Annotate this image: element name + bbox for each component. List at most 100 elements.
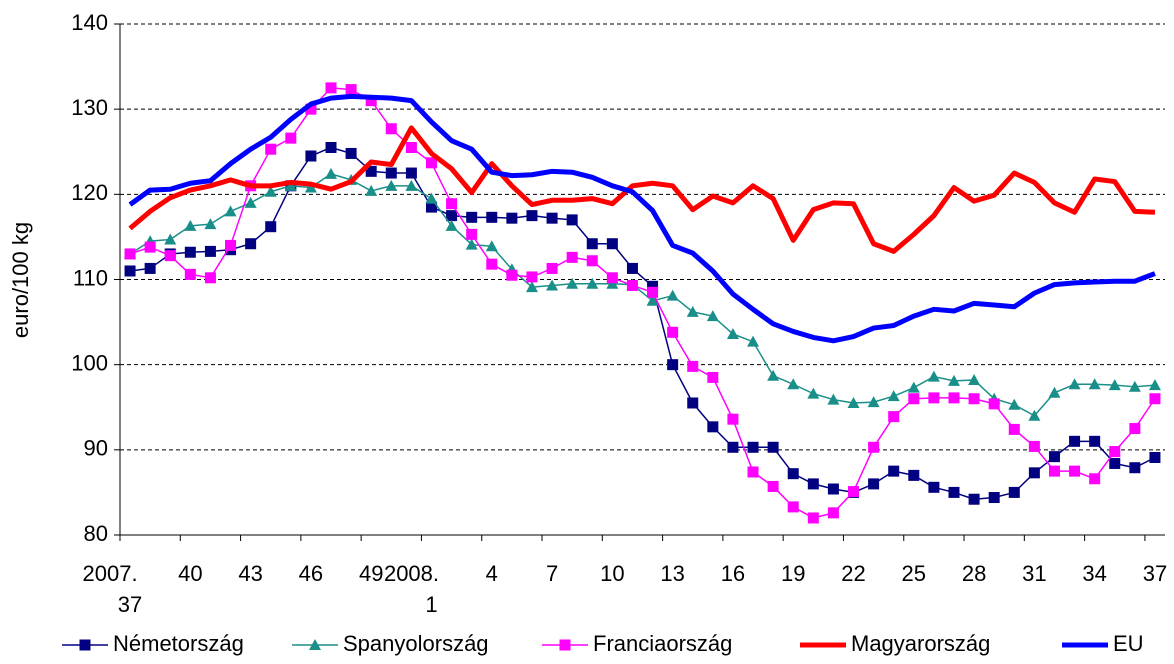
x-tick-label: 22: [841, 561, 865, 586]
marker: [486, 258, 498, 270]
marker: [245, 238, 257, 250]
marker: [747, 466, 759, 478]
legend-label: Németország: [113, 631, 244, 656]
marker: [1048, 465, 1060, 477]
marker: [566, 277, 579, 289]
series-line: [128, 93, 1156, 344]
marker: [204, 272, 216, 284]
marker: [646, 294, 659, 306]
series-line: [128, 125, 1156, 254]
marker: [868, 441, 880, 453]
marker: [868, 478, 880, 490]
marker: [1149, 393, 1161, 405]
marker: [144, 262, 156, 274]
marker: [1129, 462, 1141, 474]
marker: [325, 167, 338, 179]
marker: [1129, 423, 1141, 435]
legend-marker: [309, 639, 321, 650]
x-tick-label: 37: [1143, 561, 1167, 586]
marker: [908, 469, 920, 481]
marker: [1148, 379, 1161, 391]
marker: [908, 393, 920, 405]
marker: [425, 157, 437, 169]
x-tick-label: 4: [486, 561, 498, 586]
marker: [928, 481, 940, 493]
marker: [687, 397, 699, 409]
marker: [947, 374, 960, 386]
y-tick-label: 120: [71, 180, 108, 205]
x-tick-label: 31: [1022, 561, 1046, 586]
marker: [385, 167, 397, 179]
marker: [446, 198, 458, 210]
marker: [727, 441, 739, 453]
marker: [546, 279, 559, 291]
x-tick-label: 10: [600, 561, 624, 586]
series-line: [129, 87, 1156, 519]
marker: [707, 371, 719, 383]
marker: [204, 218, 217, 230]
x-tick-label: 40: [178, 561, 202, 586]
marker: [1149, 451, 1161, 463]
marker: [968, 493, 980, 505]
marker: [606, 238, 618, 250]
legend-marker: [559, 639, 571, 651]
marker: [888, 465, 900, 477]
marker: [667, 359, 679, 371]
marker: [586, 238, 598, 250]
marker: [968, 393, 980, 405]
marker: [526, 271, 538, 283]
legend-label: EU: [1113, 631, 1144, 656]
marker: [747, 335, 760, 347]
marker: [184, 268, 196, 280]
marker: [365, 184, 378, 196]
series-line: [129, 173, 1156, 417]
marker: [164, 233, 177, 245]
y-tick-label: 140: [71, 10, 108, 35]
y-tick-label: 110: [73, 265, 108, 290]
marker: [1028, 440, 1040, 452]
marker: [667, 326, 679, 338]
marker: [405, 179, 418, 191]
marker: [385, 179, 398, 191]
marker: [988, 398, 1000, 410]
marker: [948, 392, 960, 404]
marker: [787, 378, 800, 390]
marker: [1008, 398, 1021, 410]
y-tick-label: 130: [71, 95, 108, 120]
x-tick-label: 13: [660, 561, 684, 586]
legend-label: Spanyolország: [343, 631, 489, 656]
marker: [1108, 379, 1121, 391]
marker: [827, 393, 840, 405]
x-tick-label: 49: [359, 561, 383, 586]
marker: [727, 413, 739, 425]
marker: [666, 289, 679, 301]
marker: [546, 212, 558, 224]
marker: [887, 390, 900, 402]
marker: [405, 141, 417, 153]
marker: [988, 492, 1000, 504]
marker: [446, 210, 458, 222]
marker: [586, 255, 598, 267]
y-tick-label: 80: [84, 521, 108, 546]
y-axis-title: euro/100 kg: [8, 222, 33, 338]
marker: [144, 241, 156, 253]
marker: [807, 512, 819, 524]
marker: [847, 396, 860, 408]
marker: [767, 441, 779, 453]
x-tick-label: 7: [546, 561, 558, 586]
marker: [264, 185, 277, 197]
marker: [304, 181, 317, 193]
x-tick-label: 19: [781, 561, 805, 586]
marker: [626, 262, 638, 274]
marker: [1069, 465, 1081, 477]
marker: [968, 373, 981, 385]
marker: [445, 219, 458, 231]
marker: [184, 246, 196, 258]
marker: [225, 239, 237, 251]
marker: [787, 468, 799, 480]
marker: [164, 250, 176, 262]
marker: [807, 387, 820, 399]
marker: [526, 210, 538, 222]
marker: [867, 396, 880, 408]
